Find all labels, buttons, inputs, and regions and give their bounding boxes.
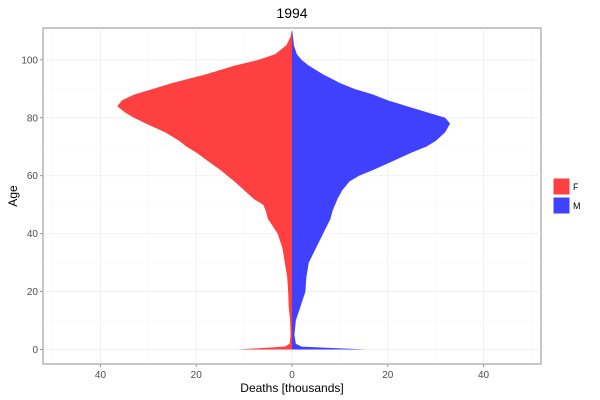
- x-axis-ticks: 40 20 0 20 40: [95, 364, 490, 381]
- y-tick-label: 40: [27, 229, 39, 240]
- x-tick-label: 40: [95, 370, 107, 381]
- series-area-F: [117, 30, 292, 350]
- y-tick-label: 60: [27, 171, 39, 182]
- legend-label-M: M: [573, 201, 581, 211]
- chart-title: 1994: [276, 5, 307, 21]
- x-axis-title: Deaths [thousands]: [240, 381, 343, 395]
- x-tick-label: 20: [191, 370, 203, 381]
- legend: FM: [552, 177, 581, 215]
- y-tick-label: 20: [27, 287, 39, 298]
- legend-key-M: [552, 196, 571, 215]
- data-areas: [117, 30, 451, 350]
- y-axis-title: Age: [6, 185, 20, 207]
- series-area-M: [292, 30, 451, 350]
- y-axis-ticks: 0 20 40 60 80 100: [21, 55, 43, 356]
- y-tick-label: 80: [27, 113, 39, 124]
- x-tick-label: 20: [382, 370, 394, 381]
- legend-label-F: F: [573, 182, 579, 192]
- legend-key-F: [552, 177, 571, 196]
- x-tick-label: 0: [289, 370, 295, 381]
- x-tick-label: 40: [478, 370, 490, 381]
- y-tick-label: 0: [32, 345, 38, 356]
- y-tick-label: 100: [21, 55, 38, 66]
